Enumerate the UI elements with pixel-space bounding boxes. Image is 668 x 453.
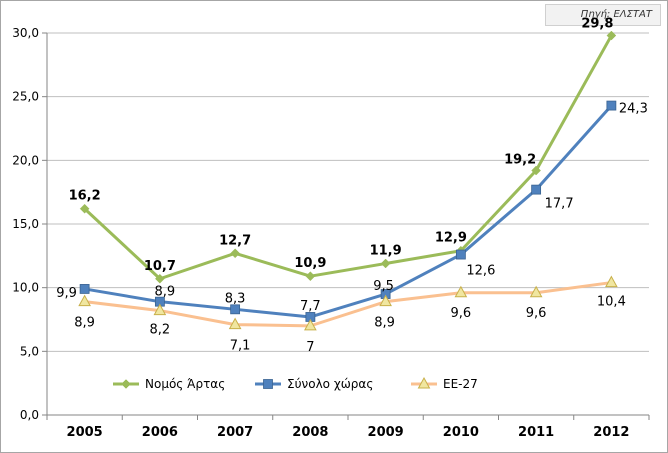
data-point [606, 30, 617, 41]
data-label: 8,3 [225, 291, 246, 306]
data-point [230, 248, 240, 259]
data-point [228, 317, 242, 330]
x-tick-label: 2011 [518, 425, 554, 440]
data-label: 19,2 [504, 153, 536, 168]
gridlines [47, 32, 649, 352]
y-tick-label: 20,0 [12, 153, 39, 167]
y-tick-label: 10,0 [12, 281, 39, 295]
y-tick-labels: 0,0 5,0 10,0 15,0 20,0 25,0 30,0 [12, 26, 39, 422]
legend-label: Σύνολο χώρας [287, 377, 373, 391]
data-label: 12,7 [219, 233, 251, 248]
x-tick-label: 2005 [67, 425, 103, 440]
data-label: 8,9 [155, 285, 176, 300]
data-point [531, 165, 541, 176]
series-markers [78, 30, 618, 331]
axes [42, 32, 650, 420]
x-tick-label: 2012 [593, 425, 629, 440]
legend-marker [417, 376, 431, 389]
data-point [379, 294, 392, 307]
x-tick-label: 2008 [292, 425, 328, 440]
x-tick-label: 2007 [217, 425, 253, 440]
data-point [78, 294, 91, 307]
data-point [454, 285, 468, 298]
source-box: Πηγή: ΕΛΣΤΑΤ [545, 4, 661, 26]
data-label: 7 [306, 340, 314, 355]
data-point [79, 203, 90, 214]
series-line [84, 281, 612, 328]
data-label: 9,6 [526, 306, 547, 321]
data-point [605, 275, 618, 288]
data-point [230, 304, 241, 315]
data-point [606, 100, 617, 111]
data-label: 10,4 [597, 295, 626, 310]
series-line [84, 104, 613, 319]
data-point [529, 285, 543, 298]
x-tick-labels: 2005 2006 2007 2008 2009 2010 2011 2012 [67, 425, 630, 440]
data-label: 7,7 [300, 299, 321, 314]
data-label: 9,9 [56, 286, 77, 301]
data-point [380, 258, 391, 269]
x-tick-label: 2009 [368, 425, 404, 440]
source-label: Πηγή: ΕΛΣΤΑΤ [580, 9, 652, 20]
data-point [155, 273, 165, 284]
data-label: 17,7 [545, 197, 574, 212]
legend-marker [121, 379, 131, 389]
data-label: 8,9 [74, 316, 95, 331]
legend-label: Νομός Άρτας [145, 377, 225, 391]
y-tick-label: 30,0 [12, 26, 39, 40]
y-tick-label: 0,0 [20, 408, 39, 422]
data-point [153, 303, 167, 316]
y-tick-label: 5,0 [20, 344, 39, 358]
y-tick-label: 25,0 [12, 90, 39, 104]
data-label: 9,5 [373, 279, 394, 294]
legend: Νομός Άρτας Σύνολο χώρας ΕΕ-27 [113, 376, 478, 391]
data-label: 12,6 [466, 264, 495, 279]
data-point [455, 249, 466, 260]
data-label: 8,9 [374, 316, 395, 331]
legend-marker [263, 379, 273, 389]
data-point [531, 184, 542, 195]
data-label: 10,7 [144, 259, 176, 274]
data-point [305, 271, 316, 282]
data-label: 16,2 [69, 189, 101, 204]
data-label: 24,3 [619, 102, 648, 117]
x-tick-label: 2006 [142, 425, 178, 440]
data-label: 29,8 [581, 17, 613, 32]
y-tick-label: 15,0 [12, 217, 39, 231]
data-label: 7,1 [230, 339, 251, 354]
data-point [79, 284, 90, 294]
data-labels: 16,2 10,7 12,7 10,9 11,9 12,9 19,2 29,8 9,9 8,9 8,… [56, 17, 648, 355]
data-label: 12,9 [435, 231, 467, 246]
series-lines [83, 34, 613, 328]
x-tick-label: 2010 [443, 425, 479, 440]
legend-label: ΕΕ-27 [443, 377, 478, 391]
data-label: 9,6 [451, 306, 472, 321]
series-line [83, 34, 613, 281]
data-point [304, 318, 317, 331]
data-label: 11,9 [370, 243, 402, 258]
data-label: 10,9 [294, 256, 326, 271]
data-label: 8,2 [150, 323, 171, 338]
